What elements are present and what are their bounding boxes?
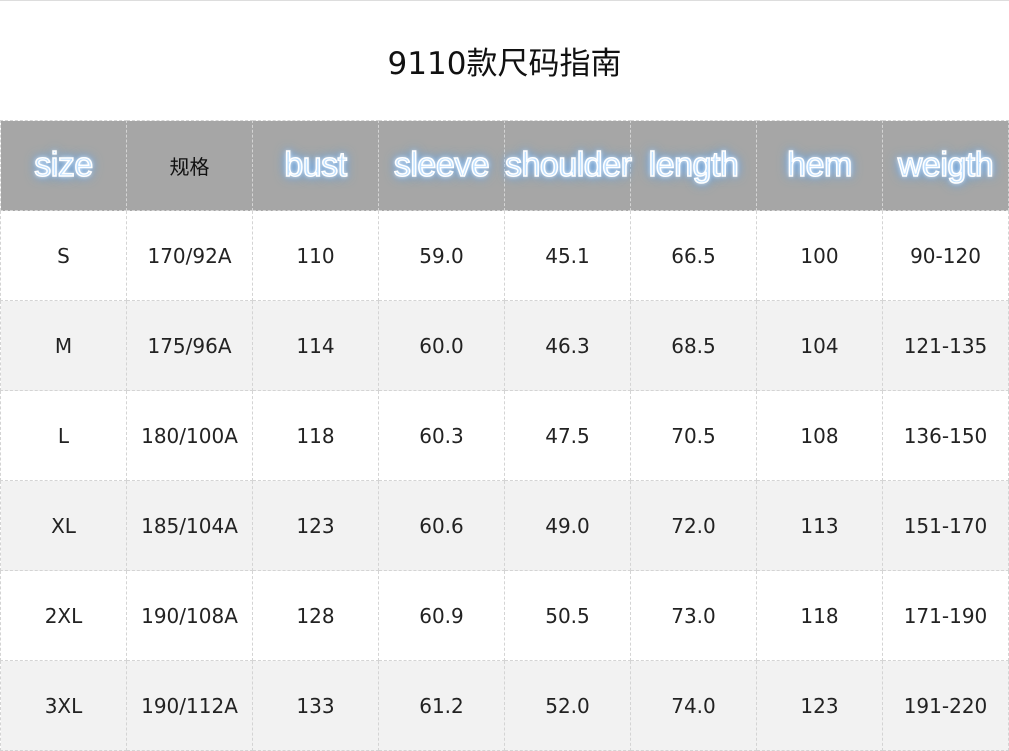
column-header-label: length — [648, 145, 740, 185]
column-header-label: weigth — [897, 145, 994, 185]
table-cell: 118 — [756, 570, 883, 661]
table-cell: XL — [0, 480, 127, 571]
table-cell: 121-135 — [882, 300, 1009, 391]
table-cell: S — [0, 210, 127, 301]
table-cell: 123 — [756, 660, 883, 751]
table-cell: 61.2 — [378, 660, 505, 751]
column-header-label: bust — [284, 145, 348, 185]
table-cell: 108 — [756, 390, 883, 481]
table-cell: 60.0 — [378, 300, 505, 391]
table-cell: 66.5 — [630, 210, 757, 301]
table-cell: 191-220 — [882, 660, 1009, 751]
table-cell: 60.3 — [378, 390, 505, 481]
table-cell: 170/92A — [126, 210, 253, 301]
table-row: M 175/96A 114 60.0 46.3 68.5 104 121-135 — [0, 300, 1009, 391]
column-header-label: shoulder — [504, 145, 632, 185]
column-header-label: sleeve — [393, 145, 490, 185]
table-row: L 180/100A 118 60.3 47.5 70.5 108 136-150 — [0, 390, 1009, 481]
table-cell: 70.5 — [630, 390, 757, 481]
table-cell: 110 — [252, 210, 379, 301]
column-header-label: size — [34, 145, 94, 185]
table-cell: 49.0 — [504, 480, 631, 571]
table-cell: 90-120 — [882, 210, 1009, 301]
table-cell: 2XL — [0, 570, 127, 661]
column-header: 规格 — [126, 120, 253, 211]
table-cell: 50.5 — [504, 570, 631, 661]
table-cell: 151-170 — [882, 480, 1009, 571]
column-header: length — [630, 120, 757, 211]
table-cell: 45.1 — [504, 210, 631, 301]
table-cell: 180/100A — [126, 390, 253, 481]
column-header: weigth — [882, 120, 1009, 211]
table-row: XL 185/104A 123 60.6 49.0 72.0 113 151-170 — [0, 480, 1009, 571]
table-cell: 72.0 — [630, 480, 757, 571]
table-cell: L — [0, 390, 127, 481]
table-cell: 171-190 — [882, 570, 1009, 661]
table-cell: 47.5 — [504, 390, 631, 481]
table-cell: 190/112A — [126, 660, 253, 751]
table-cell: 104 — [756, 300, 883, 391]
column-header: shoulder — [504, 120, 633, 211]
size-table: size 规格 bust sleeve shoulder length hem weigth … — [0, 120, 1009, 751]
table-row: 3XL 190/112A 133 61.2 52.0 74.0 123 191-220 — [0, 660, 1009, 751]
column-header: sleeve — [378, 120, 505, 211]
column-header-label: hem — [786, 145, 853, 185]
table-row: S 170/92A 110 59.0 45.1 66.5 100 90-120 — [0, 210, 1009, 301]
page-title: 9110款尺码指南 — [0, 0, 1009, 120]
table-cell: 52.0 — [504, 660, 631, 751]
table-cell: 113 — [756, 480, 883, 571]
table-cell: 73.0 — [630, 570, 757, 661]
table-cell: 136-150 — [882, 390, 1009, 481]
table-cell: 46.3 — [504, 300, 631, 391]
table-cell: 133 — [252, 660, 379, 751]
column-header: size — [0, 120, 127, 211]
table-cell: 100 — [756, 210, 883, 301]
table-cell: 59.0 — [378, 210, 505, 301]
table-cell: 123 — [252, 480, 379, 571]
table-cell: 175/96A — [126, 300, 253, 391]
column-header: hem — [756, 120, 883, 211]
table-cell: 185/104A — [126, 480, 253, 571]
table-cell: 60.9 — [378, 570, 505, 661]
table-cell: M — [0, 300, 127, 391]
table-cell: 118 — [252, 390, 379, 481]
table-row: 2XL 190/108A 128 60.9 50.5 73.0 118 171-190 — [0, 570, 1009, 661]
table-cell: 114 — [252, 300, 379, 391]
header-row: size 规格 bust sleeve shoulder length hem weigth — [0, 120, 1009, 211]
table-cell: 190/108A — [126, 570, 253, 661]
table-cell: 128 — [252, 570, 379, 661]
column-header-label: 规格 — [169, 155, 210, 179]
table-cell: 74.0 — [630, 660, 757, 751]
table-cell: 68.5 — [630, 300, 757, 391]
table-cell: 3XL — [0, 660, 127, 751]
table-cell: 60.6 — [378, 480, 505, 571]
column-header: bust — [252, 120, 379, 211]
